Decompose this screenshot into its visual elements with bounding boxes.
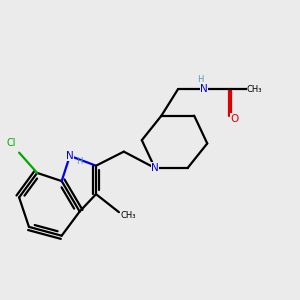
Text: O: O [230,114,238,124]
Text: CH₃: CH₃ [247,85,262,94]
Text: H: H [197,75,203,84]
Text: N: N [200,85,208,94]
Text: Cl: Cl [6,139,16,148]
Text: N: N [66,151,74,161]
Text: CH₃: CH₃ [121,211,136,220]
Text: N: N [151,163,159,173]
Text: H: H [76,157,82,166]
